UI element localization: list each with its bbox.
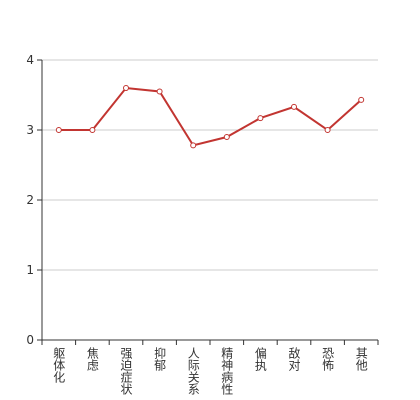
x-tick-label: 躯体化 (52, 346, 66, 384)
y-tick-label: 0 (26, 333, 34, 347)
y-tick-label: 4 (26, 53, 34, 67)
point (156, 88, 163, 95)
x-tick-label: 偏执 (253, 346, 267, 372)
y-tick-label: 1 (26, 263, 34, 277)
point (223, 134, 230, 140)
x-tick-label: 恐怖 (321, 347, 335, 371)
x-tick-label: 敌对 (287, 346, 301, 371)
x-tick-label: 其他 (354, 347, 368, 371)
point (89, 127, 96, 133)
y-tick-label: 3 (26, 123, 34, 137)
y-tick-label: 2 (26, 193, 34, 207)
x-tick-label: 抑郁 (153, 346, 167, 372)
point (55, 127, 62, 133)
point (291, 103, 297, 110)
point (358, 96, 365, 103)
x-tick-label: 人际关系 (186, 347, 200, 395)
point (257, 115, 264, 122)
x-tick-label: 焦虑 (85, 347, 99, 371)
line (58, 86, 362, 147)
x-tick-label: 精神病性 (220, 347, 234, 396)
x-tick-label: 强迫症状 (119, 347, 133, 395)
point (190, 142, 197, 149)
point (123, 85, 129, 91)
point (324, 127, 331, 133)
